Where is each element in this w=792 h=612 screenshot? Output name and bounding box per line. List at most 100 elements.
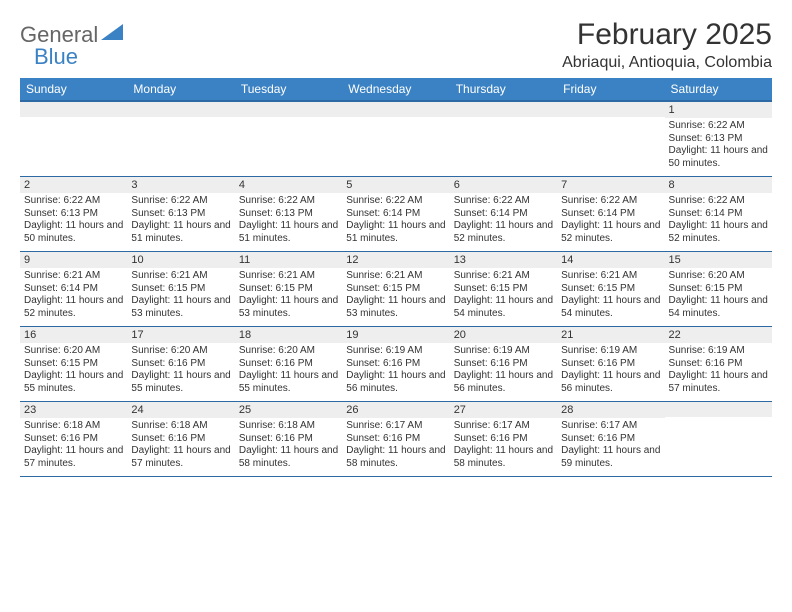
day-number: 7 [557, 177, 664, 193]
calendar-day-cell: 17Sunrise: 6:20 AMSunset: 6:16 PMDayligh… [127, 327, 234, 402]
calendar-day-cell: 21 Sunrise: 6:19 AMSunset: 6:16 PMDayligh… [557, 327, 664, 402]
day-detail-line: Daylight: 11 hours and 52 minutes. [561, 220, 660, 245]
day-detail-line: Sunset: 6:16 PM [454, 433, 553, 446]
day-detail-line: Sunrise: 6:18 AM [131, 420, 230, 433]
day-detail-line: Sunrise: 6:22 AM [239, 195, 338, 208]
calendar-day-cell [665, 402, 772, 477]
day-detail-line: Daylight: 11 hours and 54 minutes. [561, 295, 660, 320]
day-detail-line: Daylight: 11 hours and 58 minutes. [239, 445, 338, 470]
day-content: Sunrise: 6:22 AMSunset: 6:14 PMDaylight:… [665, 193, 772, 251]
day-number [127, 102, 234, 117]
day-detail-line: Daylight: 11 hours and 55 minutes. [131, 370, 230, 395]
calendar-day-cell: 5Sunrise: 6:22 AMSunset: 6:14 PMDaylight… [342, 177, 449, 252]
calendar-day-cell: 23Sunrise: 6:18 AMSunset: 6:16 PMDayligh… [20, 402, 127, 477]
day-detail-line: Sunrise: 6:19 AM [346, 345, 445, 358]
day-detail-line: Daylight: 11 hours and 52 minutes. [669, 220, 768, 245]
day-content: Sunrise: 6:19 AMSunset: 6:16 PMDaylight:… [450, 343, 557, 401]
day-detail-line: Sunset: 6:14 PM [454, 208, 553, 221]
title-block: February 2025 Abriaqui, Antioquia, Colom… [562, 18, 772, 72]
day-detail-line: Daylight: 11 hours and 53 minutes. [239, 295, 338, 320]
day-detail-line: Daylight: 11 hours and 57 minutes. [131, 445, 230, 470]
calendar-day-cell: 16Sunrise: 6:20 AMSunset: 6:15 PMDayligh… [20, 327, 127, 402]
day-number [665, 402, 772, 417]
day-detail-line: Sunset: 6:16 PM [669, 358, 768, 371]
day-content: Sunrise: 6:17 AMSunset: 6:16 PMDaylight:… [342, 418, 449, 476]
day-content: Sunrise: 6:21 AMSunset: 6:15 PMDaylight:… [342, 268, 449, 326]
day-number: 10 [127, 252, 234, 268]
day-detail-line: Sunset: 6:15 PM [561, 283, 660, 296]
day-content: Sunrise: 6:17 AMSunset: 6:16 PMDaylight:… [557, 418, 664, 476]
day-detail-line: Sunrise: 6:21 AM [24, 270, 123, 283]
calendar-day-cell: 22Sunrise: 6:19 AMSunset: 6:16 PMDayligh… [665, 327, 772, 402]
day-detail-line: Sunrise: 6:22 AM [24, 195, 123, 208]
calendar-day-cell: 4Sunrise: 6:22 AMSunset: 6:13 PMDaylight… [235, 177, 342, 252]
day-detail-line: Sunrise: 6:21 AM [346, 270, 445, 283]
day-content: Sunrise: 6:22 AMSunset: 6:13 PMDaylight:… [20, 193, 127, 251]
day-number: 3 [127, 177, 234, 193]
page-title: February 2025 [562, 18, 772, 52]
day-content: Sunrise: 6:22 AMSunset: 6:13 PMDaylight:… [127, 193, 234, 251]
day-content [342, 117, 449, 175]
day-detail-line: Daylight: 11 hours and 53 minutes. [131, 295, 230, 320]
day-detail-line: Daylight: 11 hours and 56 minutes. [346, 370, 445, 395]
day-number: 18 [235, 327, 342, 343]
calendar-day-cell [557, 101, 664, 177]
day-number: 20 [450, 327, 557, 343]
calendar-day-cell [342, 101, 449, 177]
day-detail-line: Sunrise: 6:21 AM [561, 270, 660, 283]
day-content [127, 117, 234, 175]
calendar-day-cell: 11Sunrise: 6:21 AMSunset: 6:15 PMDayligh… [235, 252, 342, 327]
day-number: 22 [665, 327, 772, 343]
calendar-day-cell: 24Sunrise: 6:18 AMSunset: 6:16 PMDayligh… [127, 402, 234, 477]
day-detail-line: Sunrise: 6:19 AM [561, 345, 660, 358]
calendar-day-cell [127, 101, 234, 177]
day-content: Sunrise: 6:18 AMSunset: 6:16 PMDaylight:… [235, 418, 342, 476]
calendar-day-cell: 26Sunrise: 6:17 AMSunset: 6:16 PMDayligh… [342, 402, 449, 477]
calendar-day-cell: 18Sunrise: 6:20 AMSunset: 6:16 PMDayligh… [235, 327, 342, 402]
day-number: 4 [235, 177, 342, 193]
day-content: Sunrise: 6:21 AMSunset: 6:14 PMDaylight:… [20, 268, 127, 326]
day-content [450, 117, 557, 175]
day-detail-line: Sunrise: 6:20 AM [24, 345, 123, 358]
day-detail-line: Sunrise: 6:22 AM [454, 195, 553, 208]
day-detail-line: Daylight: 11 hours and 50 minutes. [669, 145, 768, 170]
day-header-sun: Sunday [20, 78, 127, 101]
calendar-day-cell: 7Sunrise: 6:22 AMSunset: 6:14 PMDaylight… [557, 177, 664, 252]
day-detail-line: Sunset: 6:16 PM [561, 358, 660, 371]
calendar-day-cell: 8Sunrise: 6:22 AMSunset: 6:14 PMDaylight… [665, 177, 772, 252]
day-detail-line: Sunset: 6:16 PM [239, 358, 338, 371]
day-detail-line: Sunset: 6:16 PM [131, 358, 230, 371]
day-detail-line: Sunrise: 6:21 AM [131, 270, 230, 283]
calendar-day-cell: 2Sunrise: 6:22 AMSunset: 6:13 PMDaylight… [20, 177, 127, 252]
day-number: 12 [342, 252, 449, 268]
day-header-sat: Saturday [665, 78, 772, 101]
day-detail-line: Daylight: 11 hours and 56 minutes. [561, 370, 660, 395]
day-number: 21 [557, 327, 664, 343]
calendar-week-row: 16Sunrise: 6:20 AMSunset: 6:15 PMDayligh… [20, 327, 772, 402]
day-detail-line: Daylight: 11 hours and 58 minutes. [346, 445, 445, 470]
day-content: Sunrise: 6:19 AMSunset: 6:16 PMDaylight:… [665, 343, 772, 401]
day-number: 6 [450, 177, 557, 193]
day-detail-line: Sunrise: 6:17 AM [346, 420, 445, 433]
day-content: Sunrise: 6:21 AMSunset: 6:15 PMDaylight:… [235, 268, 342, 326]
day-detail-line: Sunset: 6:13 PM [131, 208, 230, 221]
day-detail-line: Sunset: 6:14 PM [24, 283, 123, 296]
day-content: Sunrise: 6:22 AMSunset: 6:14 PMDaylight:… [342, 193, 449, 251]
day-detail-line: Sunset: 6:16 PM [346, 358, 445, 371]
day-detail-line: Sunset: 6:14 PM [346, 208, 445, 221]
day-detail-line: Sunrise: 6:22 AM [131, 195, 230, 208]
header: General February 2025 Abriaqui, Antioqui… [20, 18, 772, 72]
day-detail-line: Sunset: 6:15 PM [669, 283, 768, 296]
day-content: Sunrise: 6:22 AMSunset: 6:14 PMDaylight:… [557, 193, 664, 251]
day-number: 2 [20, 177, 127, 193]
day-detail-line: Sunset: 6:13 PM [239, 208, 338, 221]
calendar-day-cell: 6Sunrise: 6:22 AMSunset: 6:14 PMDaylight… [450, 177, 557, 252]
calendar-day-cell: 28Sunrise: 6:17 AMSunset: 6:16 PMDayligh… [557, 402, 664, 477]
day-detail-line: Daylight: 11 hours and 59 minutes. [561, 445, 660, 470]
day-content: Sunrise: 6:21 AMSunset: 6:15 PMDaylight:… [127, 268, 234, 326]
day-detail-line: Daylight: 11 hours and 57 minutes. [24, 445, 123, 470]
calendar-day-cell: 9Sunrise: 6:21 AMSunset: 6:14 PMDaylight… [20, 252, 127, 327]
day-number: 17 [127, 327, 234, 343]
calendar-day-cell: 1Sunrise: 6:22 AMSunset: 6:13 PMDaylight… [665, 101, 772, 177]
day-number: 16 [20, 327, 127, 343]
